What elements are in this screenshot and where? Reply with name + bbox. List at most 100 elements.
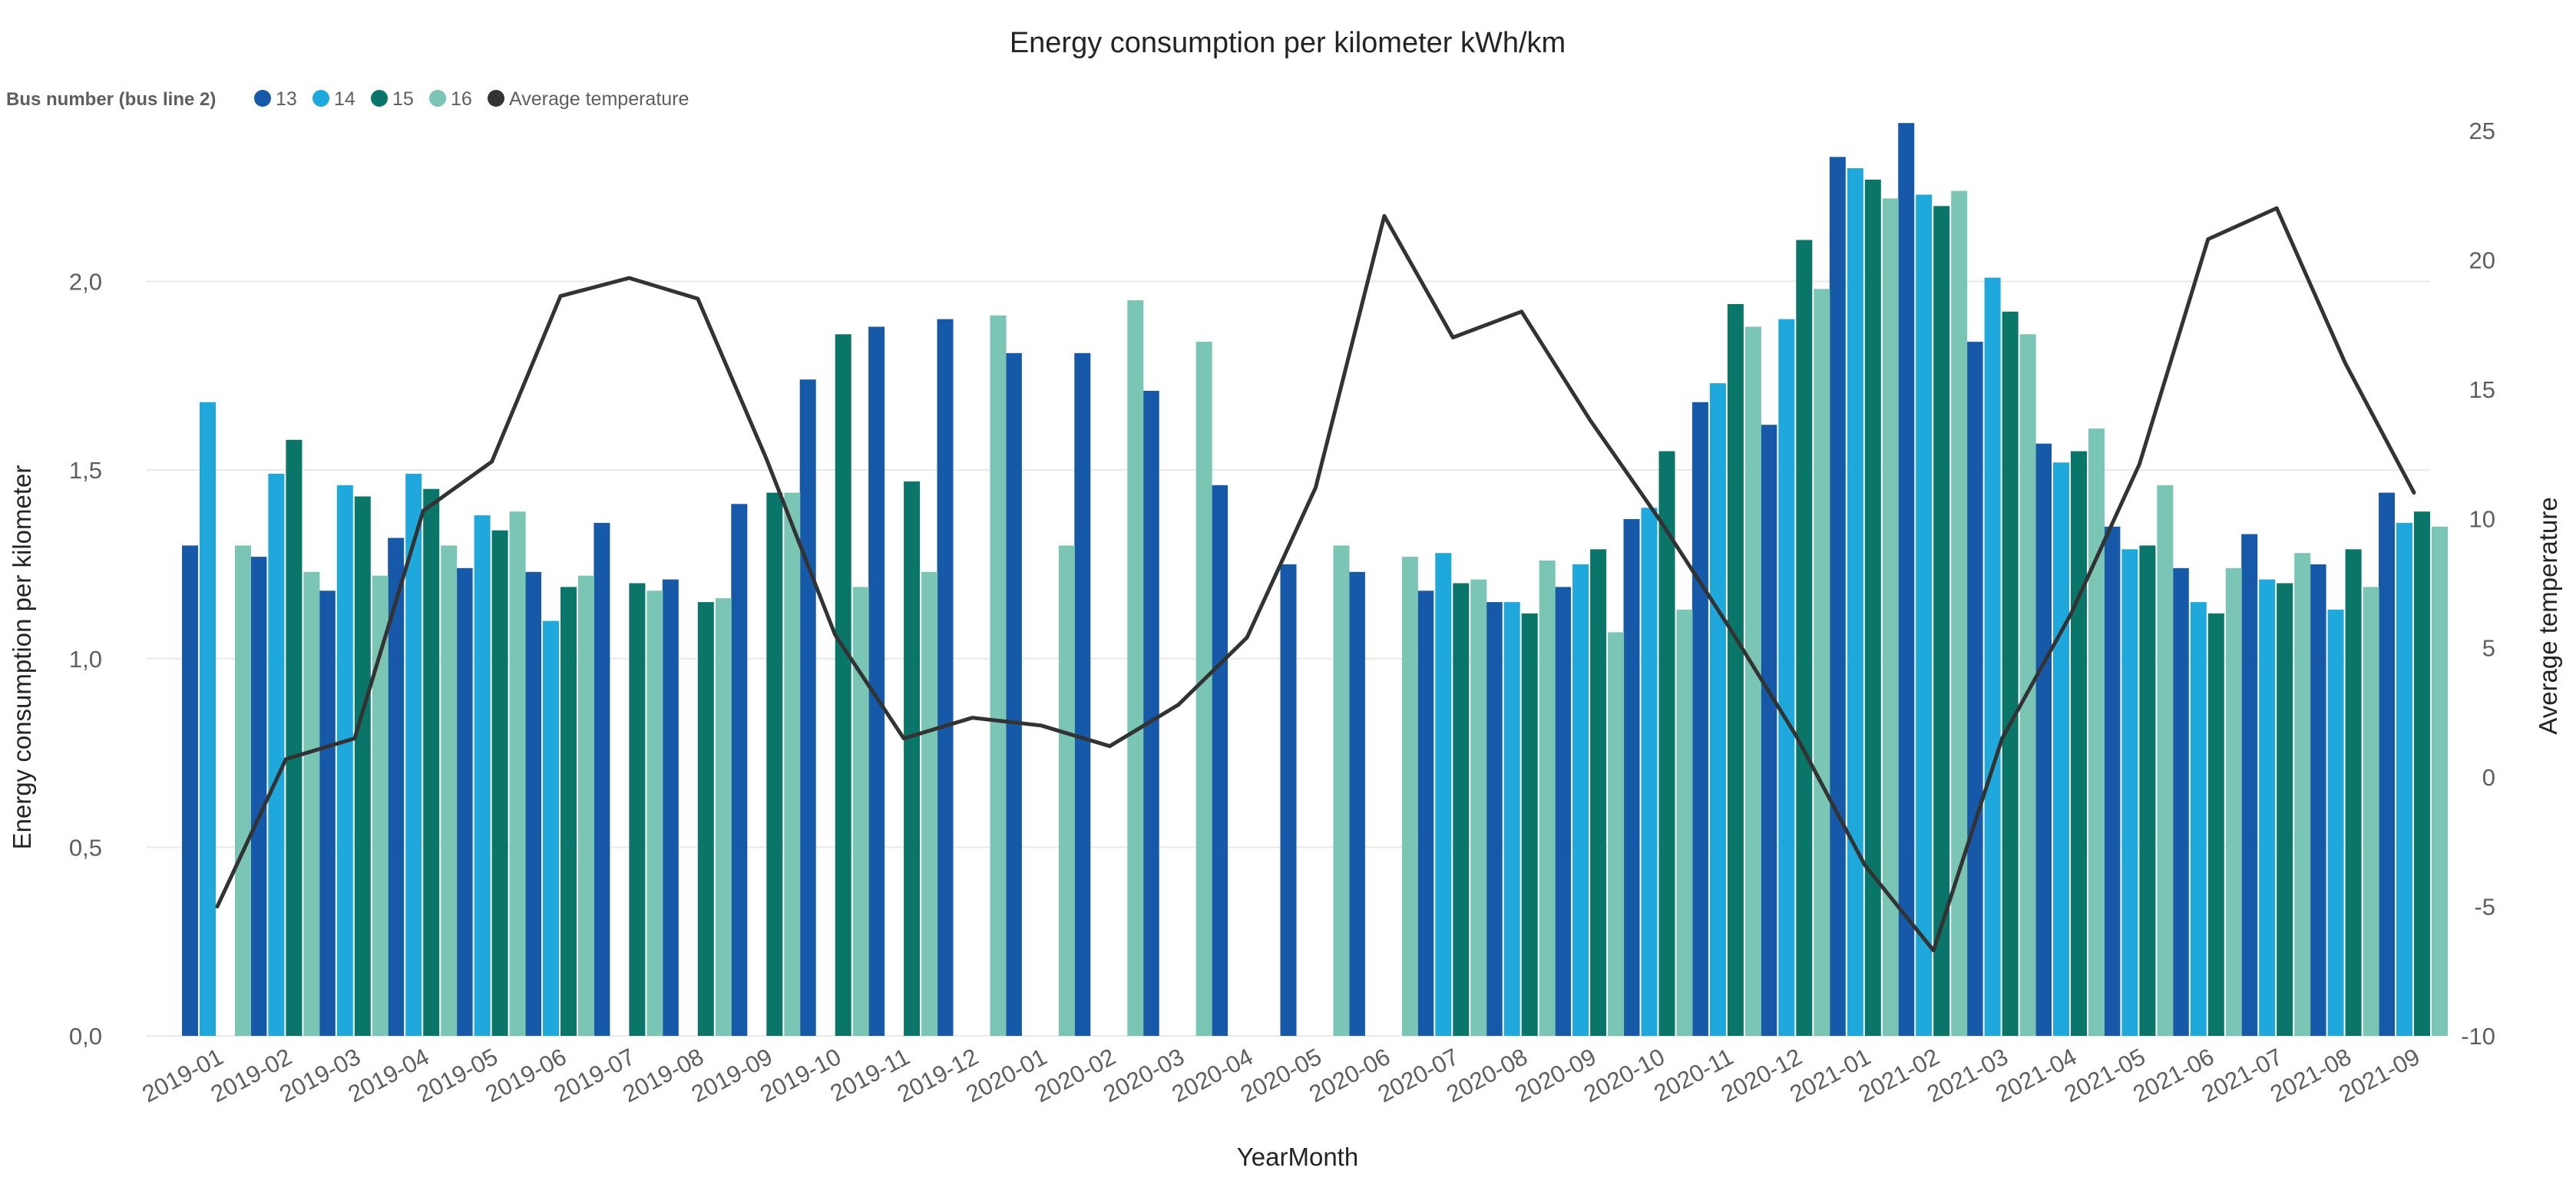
bar-bus-13-2019-08 <box>662 579 679 1036</box>
bar-bus-16-2020-07 <box>1470 579 1487 1036</box>
bar-bus-15-2021-09 <box>2414 511 2430 1036</box>
legend-item-13[interactable]: 13 <box>254 88 297 110</box>
temperature-line <box>215 206 2416 953</box>
bar-bus-14-2020-08 <box>1503 602 1520 1036</box>
bar-bus-16-2019-12 <box>990 315 1007 1036</box>
bar-bus-14-2021-01 <box>1847 168 1863 1037</box>
bar-bus-13-2020-06 <box>1348 571 1365 1036</box>
x-axis-ticks: 2019-012019-022019-032019-042019-052019-… <box>137 1043 2424 1107</box>
y2-tick-label: 25 <box>2469 117 2495 144</box>
legend-marker <box>429 90 446 107</box>
bar-bus-14-2021-09 <box>2396 522 2412 1036</box>
y-tick-label: 0,0 <box>69 1023 102 1050</box>
bar-bus-15-2021-06 <box>2207 613 2224 1036</box>
bar-bus-13-2020-07 <box>1417 590 1434 1036</box>
legend-marker <box>254 90 271 107</box>
bar-bus-16-2021-05 <box>2157 485 2174 1036</box>
bar-bus-14-2020-09 <box>1572 564 1589 1036</box>
bar-bus-15-2020-10 <box>1658 451 1675 1036</box>
bar-bus-14-2019-01 <box>200 402 216 1036</box>
bar-bus-15-2020-12 <box>1796 240 1813 1036</box>
x-axis-title: YearMonth <box>1237 1143 1358 1171</box>
bar-bus-14-2021-06 <box>2190 602 2207 1036</box>
y2-axis-title: Average temperature <box>2534 497 2562 734</box>
bar-bus-13-2021-09 <box>2379 492 2395 1036</box>
bar-bus-14-2019-03 <box>336 485 353 1036</box>
bar-bus-13-2020-10 <box>1623 519 1640 1036</box>
legend-title: Bus number (bus line 2) <box>6 89 216 110</box>
y-tick-label: 1,5 <box>69 457 102 484</box>
bar-bus-14-2021-02 <box>1916 194 1933 1036</box>
legend-label: 16 <box>451 88 472 110</box>
temperature-line-group <box>215 206 2416 953</box>
bar-bus-14-2020-10 <box>1641 508 1658 1037</box>
bar-bus-13-2021-03 <box>1966 342 1983 1037</box>
y2-tick-label: 0 <box>2482 764 2495 791</box>
bar-bus-13-2021-04 <box>2035 443 2052 1036</box>
bar-bus-15-2019-04 <box>423 488 440 1036</box>
bar-bus-13-2020-05 <box>1280 564 1297 1036</box>
bar-bus-15-2019-08 <box>697 602 714 1036</box>
bar-bus-16-2021-09 <box>2432 526 2448 1036</box>
legend-item-15[interactable]: 15 <box>371 88 414 110</box>
bar-bus-14-2020-12 <box>1778 319 1795 1037</box>
bar-bus-16-2021-04 <box>2088 428 2105 1036</box>
bar-bus-16-2019-04 <box>441 545 458 1036</box>
bar-bus-15-2021-04 <box>2071 451 2087 1036</box>
bar-bus-13-2019-01 <box>182 545 198 1036</box>
legend-item-average-temperature[interactable]: Average temperature <box>488 88 689 110</box>
y-axis-title: Energy consumption per kilometer <box>8 465 36 850</box>
bar-bus-13-2019-07 <box>594 522 610 1036</box>
bar-bus-14-2020-11 <box>1709 383 1726 1037</box>
bar-bus-13-2020-11 <box>1691 402 1708 1036</box>
bar-bus-16-2021-01 <box>1882 198 1899 1036</box>
bar-bus-14-2021-05 <box>2121 549 2138 1036</box>
bar-bus-14-2019-02 <box>268 474 285 1036</box>
bar-bus-16-2020-02 <box>1127 300 1144 1037</box>
y-tick-label: 2,0 <box>69 269 102 296</box>
bar-bus-16-2020-11 <box>1744 326 1761 1036</box>
bar-bus-13-2019-06 <box>525 571 541 1036</box>
bar-bus-15-2021-08 <box>2345 549 2362 1036</box>
bar-bus-13-2020-12 <box>1761 425 1777 1036</box>
bar-bus-13-2019-02 <box>250 557 267 1036</box>
legend-item-16[interactable]: 16 <box>429 88 472 110</box>
bar-bus-14-2020-07 <box>1435 553 1452 1036</box>
bar-bus-13-2021-07 <box>2241 534 2258 1036</box>
bar-bus-15-2019-06 <box>561 587 577 1036</box>
bar-bus-14-2021-04 <box>2053 462 2069 1036</box>
bar-bus-16-2020-12 <box>1814 289 1830 1036</box>
bar-bus-16-2019-03 <box>372 575 389 1036</box>
bar-bus-15-2019-07 <box>629 583 646 1036</box>
bar-bus-15-2021-02 <box>1933 206 1950 1037</box>
bar-bus-15-2021-03 <box>2002 311 2019 1036</box>
legend-item-14[interactable]: 14 <box>312 88 355 110</box>
bar-bus-16-2019-05 <box>509 511 526 1036</box>
bar-bus-15-2021-05 <box>2139 545 2156 1036</box>
bar-bus-16-2020-03 <box>1195 342 1212 1037</box>
bar-bus-13-2020-02 <box>1074 352 1091 1036</box>
legend-marker <box>371 90 388 107</box>
bar-bus-15-2021-07 <box>2277 583 2293 1036</box>
bar-bus-16-2020-06 <box>1401 557 1418 1036</box>
bar-bus-13-2019-10 <box>799 379 816 1036</box>
bar-bus-16-2020-08 <box>1539 561 1556 1036</box>
bar-bus-13-2019-12 <box>937 319 954 1037</box>
y2-tick-label: -5 <box>2474 894 2495 921</box>
bar-bus-16-2021-02 <box>1951 190 1968 1037</box>
bar-bus-16-2021-03 <box>2019 334 2036 1036</box>
bar-bus-16-2021-06 <box>2225 567 2242 1036</box>
bar-bus-16-2019-09 <box>784 492 801 1036</box>
bar-bus-14-2019-05 <box>474 515 491 1036</box>
bar-bus-16-2019-11 <box>921 571 938 1036</box>
bar-bus-16-2020-09 <box>1608 632 1625 1036</box>
bar-bus-13-2020-01 <box>1005 352 1022 1036</box>
legend[interactable]: Bus number (bus line 2) 13 14 15 16 Average t… <box>6 88 689 110</box>
bar-bus-14-2021-08 <box>2327 609 2344 1036</box>
legend-label: 14 <box>334 88 355 110</box>
bar-bus-13-2019-03 <box>319 590 336 1036</box>
bar-bus-15-2021-01 <box>1864 179 1881 1036</box>
y-tick-label: 0,5 <box>69 834 102 861</box>
bar-bus-16-2021-08 <box>2363 587 2379 1036</box>
